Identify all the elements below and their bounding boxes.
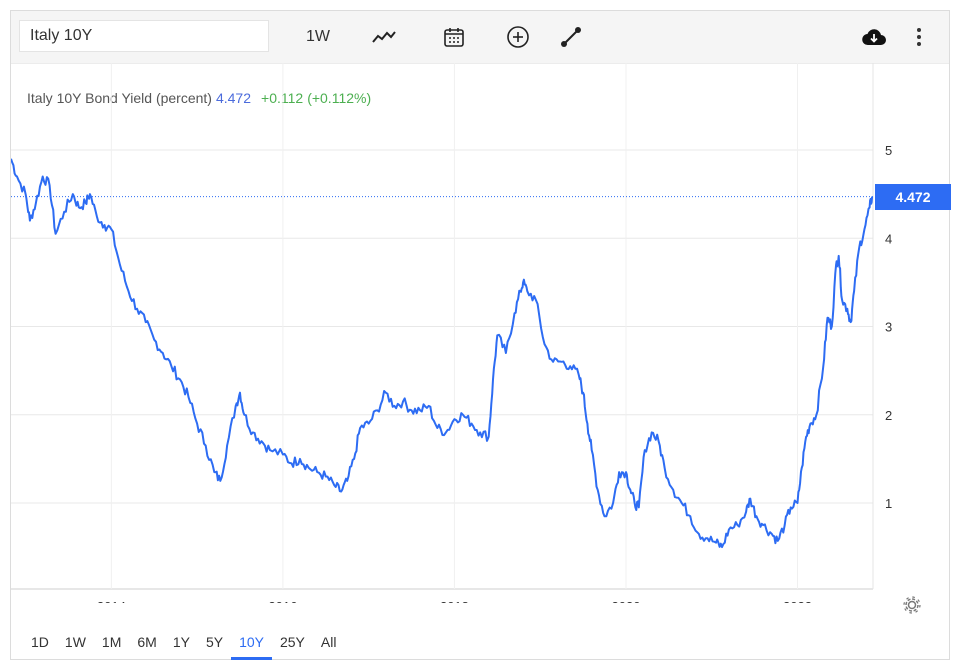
chart-widget: 1W — [10, 10, 951, 660]
range-button-5y[interactable]: 5Y — [205, 634, 224, 650]
x-tick-label: 2018 — [440, 599, 469, 603]
line-type-button[interactable] — [369, 23, 399, 51]
y-tick-label: 2 — [885, 408, 892, 423]
range-button-1w[interactable]: 1W — [64, 634, 86, 650]
range-selector: 1D 1W 1M 6M 1Y 5Y 10Y 25Y All — [23, 626, 344, 660]
more-vertical-icon — [917, 28, 921, 46]
compare-button[interactable] — [503, 23, 533, 51]
x-tick-label: 2022 — [783, 599, 812, 603]
legend-change-pct: (+0.112%) — [307, 90, 372, 106]
legend-change: +0.112 — [261, 90, 304, 106]
chart-toolbar: 1W — [11, 11, 949, 64]
line-type-icon — [372, 31, 396, 43]
symbol-search-input[interactable] — [19, 20, 269, 52]
line-chart[interactable]: 1 2 3 4 5 2014 2016 2018 2020 2022 — [11, 63, 949, 603]
settings-button[interactable] — [901, 594, 923, 616]
legend-series-name: Italy 10Y Bond Yield (percent) — [27, 90, 212, 106]
y-tick-label: 3 — [885, 320, 892, 335]
last-price-tag: 4.472 — [875, 184, 951, 210]
y-tick-label: 1 — [885, 496, 892, 511]
chart-legend: Italy 10Y Bond Yield (percent) 4.472 +0.11… — [27, 90, 371, 106]
series-line-0[interactable] — [11, 158, 874, 549]
range-button-6m[interactable]: 6M — [137, 634, 157, 650]
range-button-1y[interactable]: 1Y — [172, 634, 190, 650]
range-button-1d[interactable]: 1D — [31, 634, 49, 650]
x-tick-label: 2016 — [268, 599, 297, 603]
y-tick-label: 4 — [885, 231, 892, 246]
calendar-button[interactable] — [439, 23, 469, 51]
more-options-button[interactable] — [907, 23, 931, 51]
x-tick-label: 2020 — [612, 599, 641, 603]
draw-tool-button[interactable] — [556, 23, 586, 51]
download-cloud-icon — [862, 29, 886, 46]
draw-line-icon — [561, 27, 581, 47]
range-button-1m[interactable]: 1M — [101, 634, 122, 650]
compare-plus-icon — [507, 26, 529, 48]
legend-last-value: 4.472 — [215, 90, 252, 106]
range-button-all[interactable]: All — [320, 634, 337, 650]
y-tick-label: 5 — [885, 143, 892, 158]
calendar-icon — [444, 28, 464, 47]
gear-icon — [903, 596, 921, 614]
range-button-10y[interactable]: 10Y — [231, 626, 272, 660]
period-selector-button[interactable]: 1W — [306, 28, 330, 45]
download-button[interactable] — [859, 23, 889, 51]
x-tick-label: 2014 — [97, 599, 126, 603]
range-button-25y[interactable]: 25Y — [279, 634, 305, 650]
